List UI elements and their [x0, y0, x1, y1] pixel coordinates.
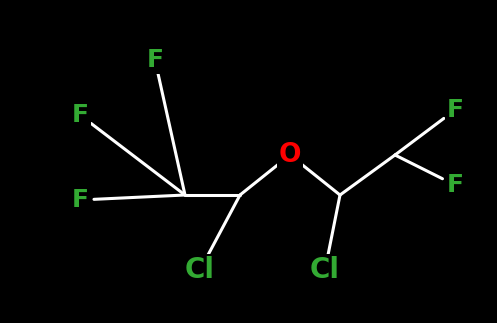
Text: F: F — [72, 188, 88, 212]
Text: O: O — [279, 142, 301, 168]
Text: Cl: Cl — [310, 256, 340, 284]
Text: Cl: Cl — [185, 256, 215, 284]
Text: F: F — [147, 48, 164, 72]
Text: F: F — [446, 173, 464, 197]
Text: F: F — [446, 98, 464, 122]
Text: F: F — [72, 103, 88, 127]
